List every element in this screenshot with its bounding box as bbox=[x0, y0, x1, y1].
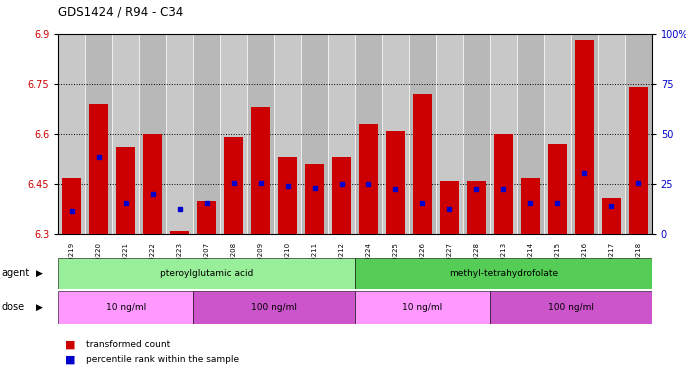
Bar bbox=[463, 34, 490, 234]
Bar bbox=[117, 147, 135, 234]
Text: 100 ng/ml: 100 ng/ml bbox=[251, 303, 297, 312]
Bar bbox=[382, 34, 409, 234]
Bar bbox=[544, 34, 571, 234]
Bar bbox=[490, 34, 517, 234]
Bar bbox=[440, 181, 459, 234]
Bar bbox=[328, 34, 355, 234]
Bar bbox=[193, 291, 355, 324]
Bar bbox=[224, 137, 243, 234]
Bar bbox=[143, 134, 162, 234]
Bar bbox=[170, 231, 189, 234]
Bar bbox=[521, 177, 540, 234]
Text: 100 ng/ml: 100 ng/ml bbox=[548, 303, 594, 312]
Bar bbox=[602, 198, 621, 234]
Text: 10 ng/ml: 10 ng/ml bbox=[402, 303, 442, 312]
Text: agent: agent bbox=[1, 268, 29, 278]
Bar bbox=[332, 158, 351, 234]
Text: ▶: ▶ bbox=[36, 269, 43, 278]
Bar bbox=[494, 134, 513, 234]
Bar bbox=[305, 164, 324, 234]
Bar bbox=[409, 34, 436, 234]
Bar bbox=[58, 258, 355, 289]
Bar bbox=[166, 34, 193, 234]
Text: methyl-tetrahydrofolate: methyl-tetrahydrofolate bbox=[449, 269, 558, 278]
Bar bbox=[490, 291, 652, 324]
Text: ■: ■ bbox=[65, 354, 75, 364]
Bar bbox=[58, 291, 193, 324]
Bar bbox=[355, 291, 490, 324]
Bar bbox=[193, 34, 220, 234]
Text: transformed count: transformed count bbox=[86, 340, 170, 349]
Bar bbox=[139, 34, 166, 234]
Bar bbox=[436, 34, 463, 234]
Text: GDS1424 / R94 - C34: GDS1424 / R94 - C34 bbox=[58, 6, 184, 19]
Bar bbox=[413, 94, 432, 234]
Text: ▶: ▶ bbox=[36, 303, 43, 312]
Bar bbox=[517, 34, 544, 234]
Bar bbox=[629, 87, 648, 234]
Bar bbox=[625, 34, 652, 234]
Bar bbox=[251, 107, 270, 234]
Bar bbox=[89, 104, 108, 234]
Bar bbox=[355, 34, 382, 234]
Bar bbox=[274, 34, 301, 234]
Bar bbox=[113, 34, 139, 234]
Bar bbox=[598, 34, 625, 234]
Bar bbox=[58, 34, 85, 234]
Bar bbox=[301, 34, 328, 234]
Bar bbox=[278, 158, 297, 234]
Bar bbox=[467, 181, 486, 234]
Bar bbox=[62, 177, 81, 234]
Text: ■: ■ bbox=[65, 339, 75, 349]
Bar bbox=[85, 34, 113, 234]
Bar bbox=[575, 40, 593, 234]
Text: pteroylglutamic acid: pteroylglutamic acid bbox=[160, 269, 253, 278]
Bar bbox=[548, 144, 567, 234]
Bar bbox=[571, 34, 598, 234]
Bar bbox=[247, 34, 274, 234]
Bar bbox=[359, 124, 378, 234]
Bar bbox=[355, 258, 652, 289]
Bar bbox=[386, 131, 405, 234]
Text: percentile rank within the sample: percentile rank within the sample bbox=[86, 355, 239, 364]
Text: dose: dose bbox=[1, 302, 25, 312]
Bar bbox=[220, 34, 247, 234]
Bar bbox=[197, 201, 216, 234]
Text: 10 ng/ml: 10 ng/ml bbox=[106, 303, 146, 312]
